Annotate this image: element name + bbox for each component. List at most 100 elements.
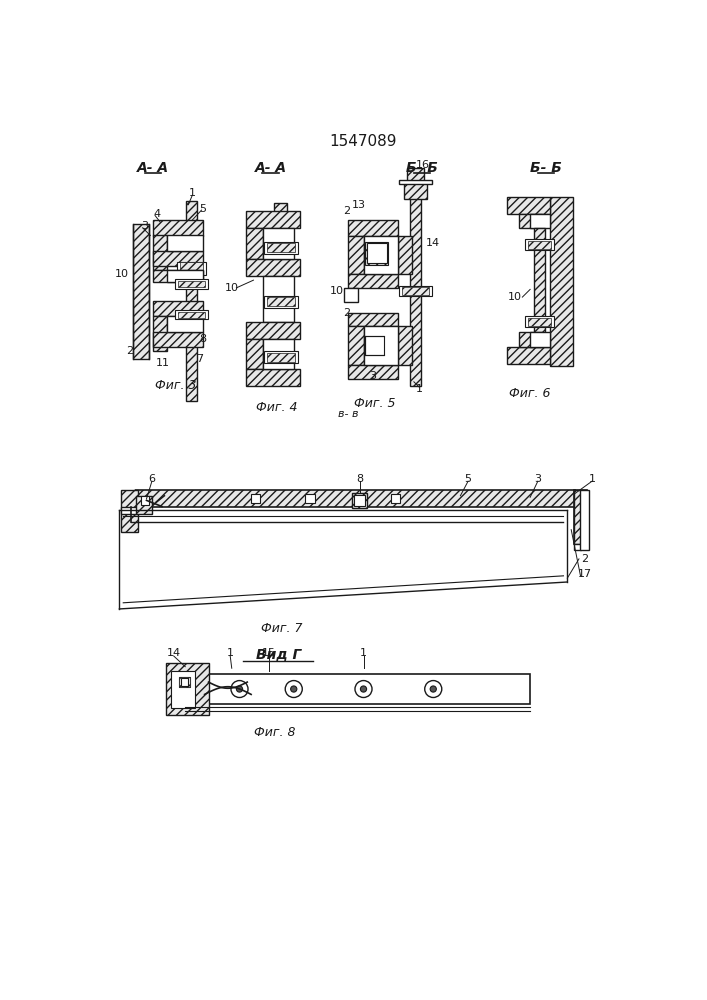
Bar — [528, 241, 551, 249]
Text: 14: 14 — [167, 648, 181, 658]
Bar — [177, 262, 206, 275]
Circle shape — [430, 686, 436, 692]
Bar — [264, 242, 298, 254]
Text: 3: 3 — [369, 371, 376, 381]
Text: Б- Б: Б- Б — [530, 161, 561, 175]
Bar — [167, 270, 203, 282]
Bar — [507, 197, 549, 214]
Text: 1: 1 — [360, 648, 367, 658]
Bar — [363, 326, 398, 365]
Text: 7: 7 — [197, 354, 204, 364]
Bar — [530, 214, 549, 228]
Polygon shape — [135, 490, 575, 507]
Bar — [530, 332, 549, 347]
Text: 2: 2 — [343, 308, 350, 318]
Bar — [267, 243, 295, 252]
Text: Фиг. 5: Фиг. 5 — [354, 397, 396, 410]
Bar — [121, 507, 138, 514]
Bar — [178, 312, 204, 318]
Bar — [175, 279, 208, 289]
Bar — [267, 297, 295, 306]
Text: 16: 16 — [416, 160, 429, 170]
Text: 2: 2 — [582, 554, 589, 564]
Bar — [180, 678, 188, 686]
Text: 10: 10 — [329, 286, 344, 296]
Bar — [171, 671, 194, 708]
Text: в- в: в- в — [338, 409, 358, 419]
Circle shape — [236, 686, 243, 692]
Text: Вид Г: Вид Г — [255, 648, 301, 662]
Bar — [305, 494, 315, 503]
Text: 3: 3 — [534, 474, 542, 484]
Bar — [348, 220, 398, 235]
Bar — [180, 265, 203, 272]
Text: 6: 6 — [148, 474, 156, 484]
Bar — [518, 332, 542, 347]
Bar — [348, 365, 398, 379]
Text: 1: 1 — [227, 648, 234, 658]
Bar — [525, 316, 554, 327]
Bar — [365, 242, 388, 265]
Bar — [528, 318, 551, 326]
Bar — [363, 235, 398, 274]
Bar — [153, 301, 203, 316]
Bar — [263, 228, 293, 259]
Circle shape — [361, 686, 367, 692]
Bar — [179, 677, 190, 687]
Bar — [134, 224, 149, 359]
Bar — [354, 495, 365, 506]
Bar — [251, 494, 260, 503]
Bar — [167, 235, 203, 251]
Bar — [153, 316, 167, 351]
Bar — [153, 332, 203, 347]
Bar — [264, 351, 298, 363]
Circle shape — [425, 681, 442, 698]
Bar — [153, 270, 203, 282]
Bar — [549, 197, 573, 366]
Bar — [177, 674, 530, 704]
Bar — [573, 543, 581, 550]
Bar — [525, 239, 554, 250]
Bar — [153, 220, 203, 235]
Bar — [166, 663, 209, 715]
Text: 5: 5 — [199, 204, 206, 214]
Bar — [267, 353, 295, 362]
Circle shape — [355, 681, 372, 698]
Text: 17: 17 — [578, 569, 592, 579]
Circle shape — [291, 686, 297, 692]
Text: Фиг. 4: Фиг. 4 — [256, 401, 298, 414]
Text: 1: 1 — [189, 188, 196, 198]
Text: 5: 5 — [464, 474, 472, 484]
Bar — [391, 494, 400, 503]
Circle shape — [231, 681, 248, 698]
Text: 10: 10 — [225, 283, 239, 293]
Bar — [348, 235, 363, 274]
Bar — [246, 369, 300, 386]
Bar — [167, 316, 203, 332]
Text: 14: 14 — [426, 238, 440, 248]
Bar — [534, 228, 545, 347]
Bar — [180, 262, 203, 275]
Text: 15: 15 — [262, 648, 276, 658]
Bar — [348, 326, 363, 365]
Bar — [348, 312, 398, 326]
Text: Фиг. 8: Фиг. 8 — [254, 726, 295, 739]
Bar — [507, 347, 549, 364]
Bar — [263, 339, 293, 369]
Bar — [175, 310, 208, 319]
Bar — [573, 490, 588, 544]
Bar — [404, 182, 427, 199]
Text: 8: 8 — [356, 474, 363, 484]
Bar — [246, 211, 300, 228]
Bar — [246, 228, 263, 259]
Bar — [153, 251, 203, 266]
Bar — [518, 214, 542, 228]
Text: 13: 13 — [352, 200, 366, 210]
Text: Фиг. 7: Фиг. 7 — [262, 622, 303, 635]
Bar — [186, 201, 197, 401]
Bar — [263, 276, 293, 322]
Text: 2: 2 — [343, 206, 350, 216]
Bar — [179, 677, 190, 687]
Bar — [344, 288, 358, 302]
Text: Фиг. 3: Фиг. 3 — [156, 379, 197, 392]
